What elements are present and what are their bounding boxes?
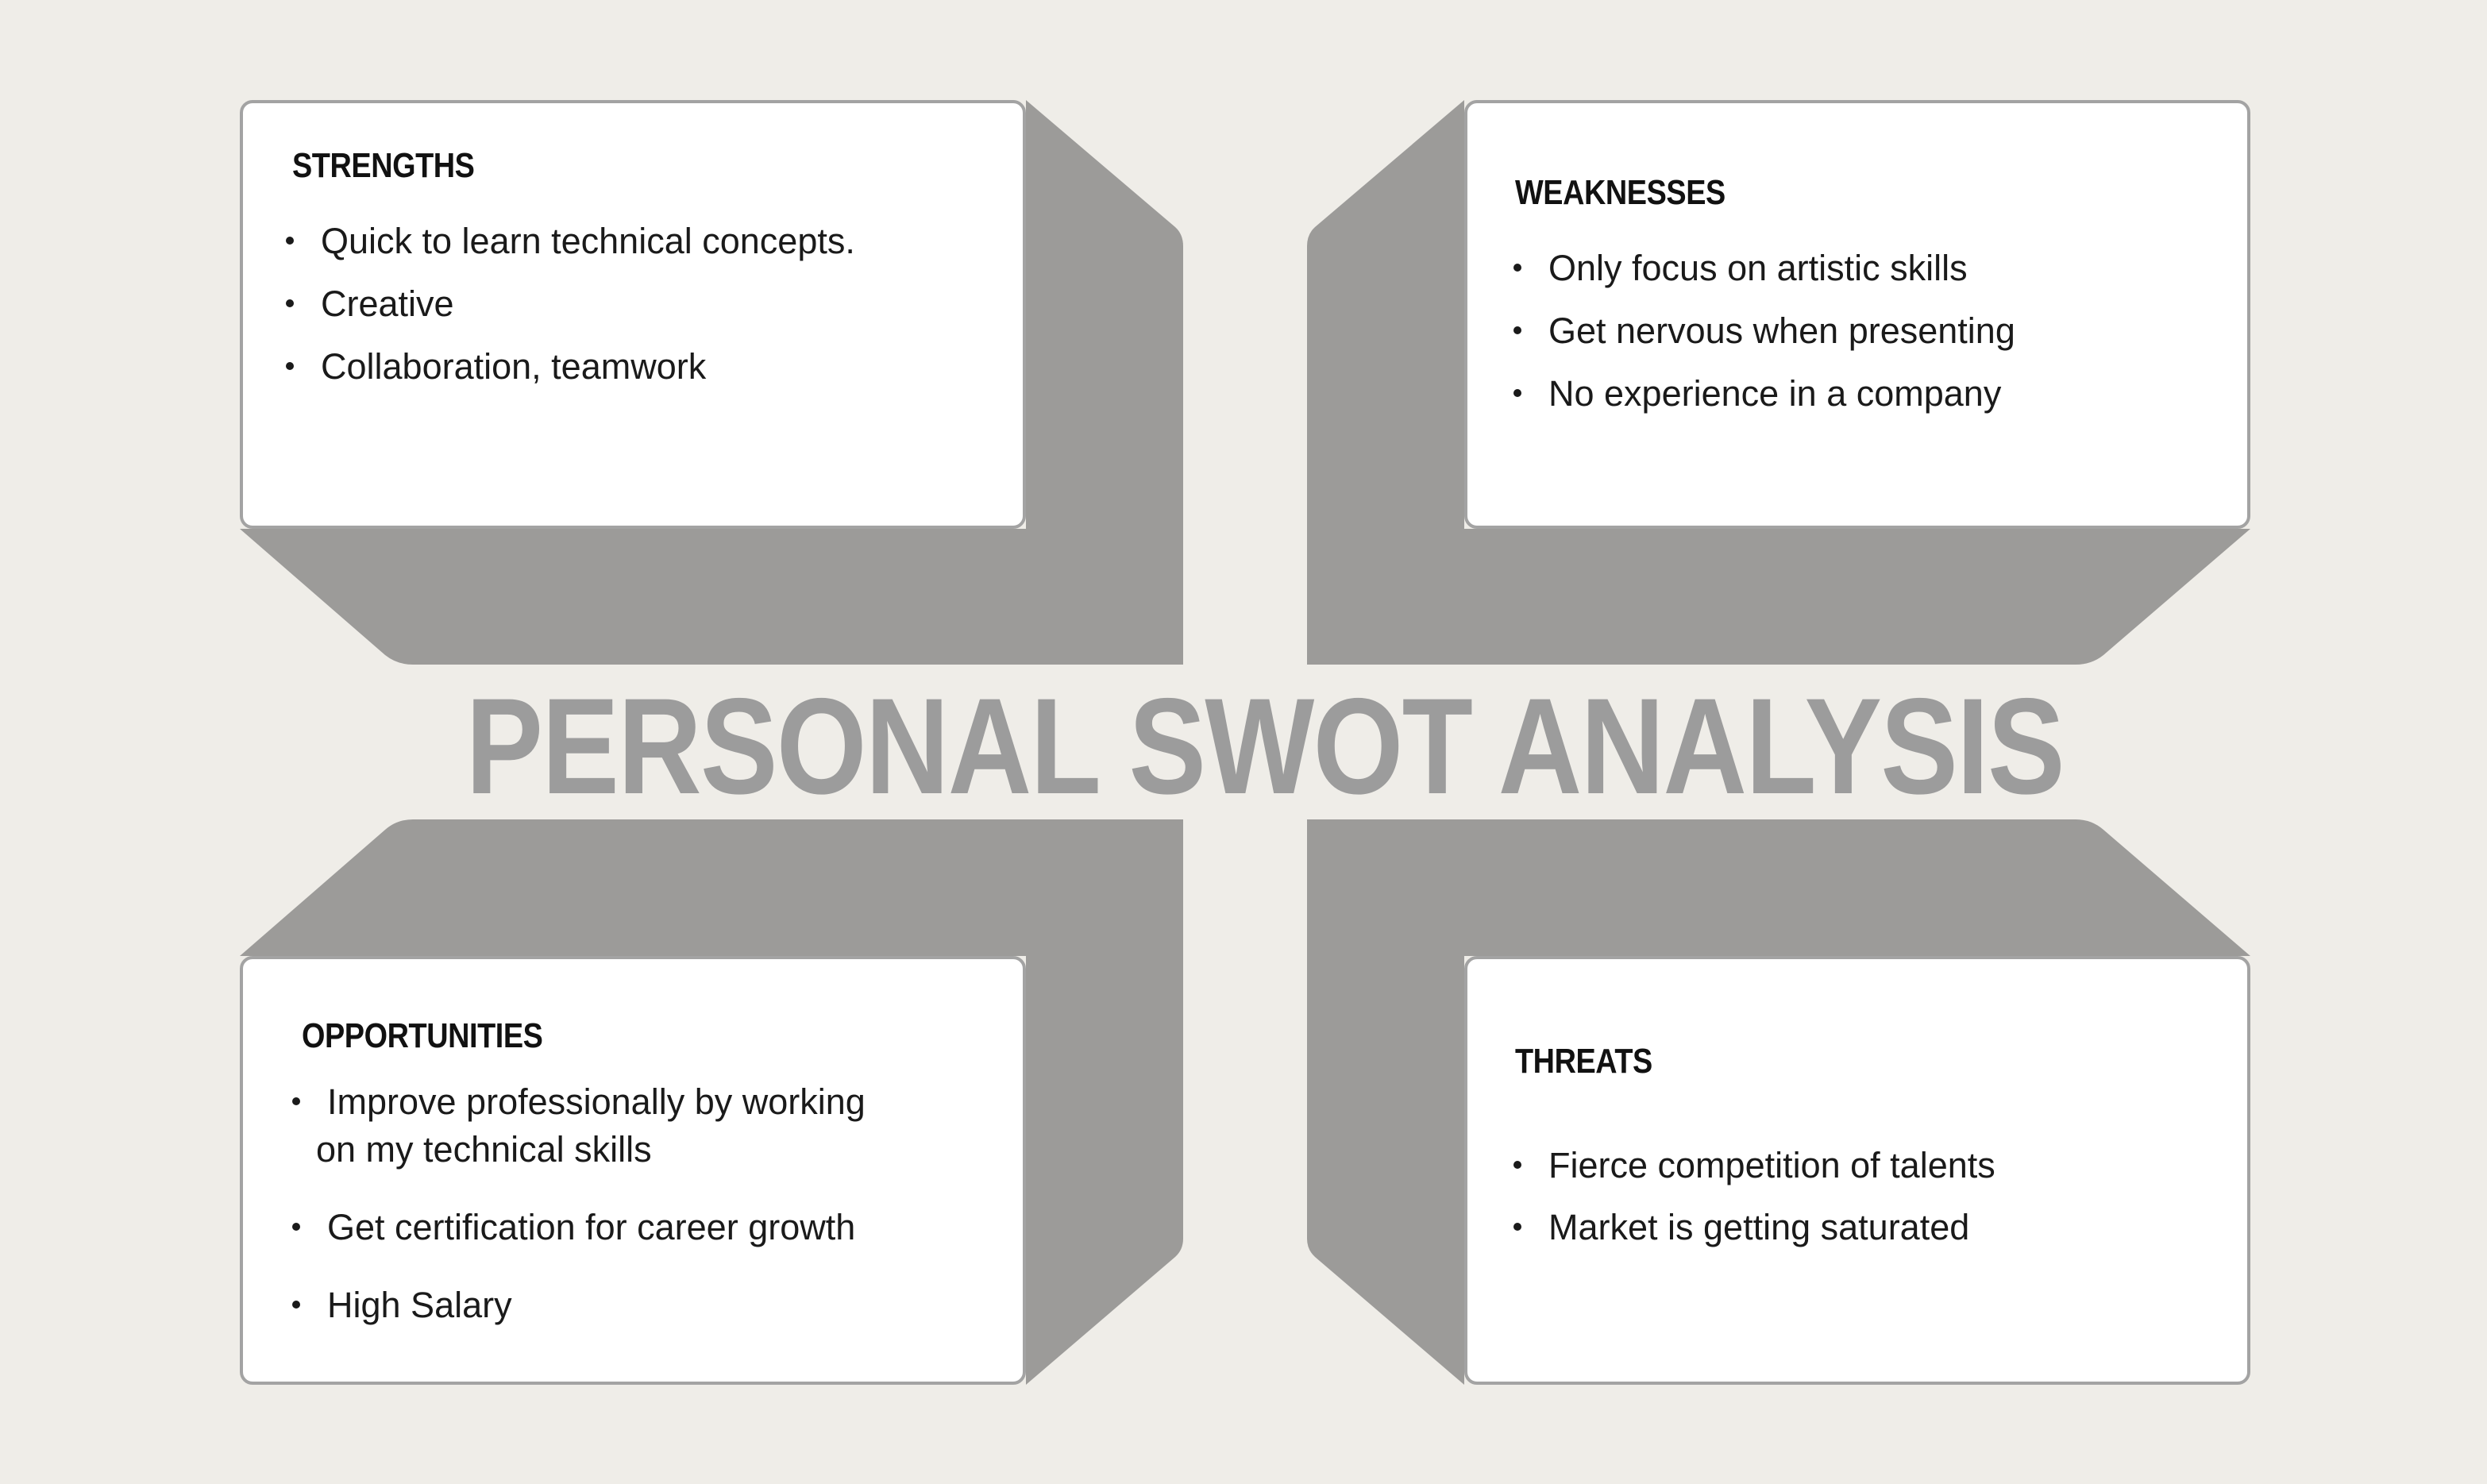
weaknesses-list: Only focus on artistic skills Get nervou… (1513, 245, 2015, 433)
bullet-icon (292, 1223, 300, 1231)
list-item: Market is getting saturated (1513, 1204, 1995, 1251)
list-item: Improve professionally by working on my t… (292, 1078, 866, 1174)
list-item-text: Get nervous when presenting (1548, 310, 2015, 351)
list-item: No experience in a company (1513, 370, 2015, 418)
bullet-icon (292, 1301, 300, 1309)
list-item: High Salary (292, 1282, 866, 1329)
weaknesses-card: WEAKNESSES Only focus on artistic skills… (1464, 100, 2250, 529)
list-item-text: Creative (321, 283, 454, 324)
bullet-icon (286, 237, 294, 245)
bullet-icon (286, 299, 294, 307)
bullet-icon (292, 1097, 300, 1105)
opportunities-heading: OPPORTUNITIES (302, 1016, 543, 1055)
list-item-text: Get certification for career growth (327, 1207, 856, 1247)
bullet-icon (1513, 1161, 1521, 1169)
bullet-icon (1513, 264, 1521, 272)
list-item: Get certification for career growth (292, 1204, 866, 1251)
list-item-text: Only focus on artistic skills (1548, 248, 1968, 288)
threats-list: Fierce competition of talents Market is … (1513, 1142, 1995, 1266)
list-item: Collaboration, teamwork (286, 343, 855, 391)
opportunities-card: OPPORTUNITIES Improve professionally by … (240, 956, 1026, 1385)
list-item-text: Improve professionally by working (327, 1081, 866, 1122)
list-item-text: High Salary (327, 1285, 512, 1325)
list-item: Creative (286, 280, 855, 328)
strengths-card: STRENGTHS Quick to learn technical conce… (240, 100, 1026, 529)
weaknesses-heading: WEAKNESSES (1515, 173, 1725, 212)
bullet-icon (1513, 1223, 1521, 1231)
weaknesses-shadow (1307, 100, 2250, 665)
opportunities-list: Improve professionally by working on my t… (292, 1078, 866, 1359)
bullet-icon (286, 362, 294, 370)
threats-card: THREATS Fierce competition of talents Ma… (1464, 956, 2250, 1385)
strengths-shadow (240, 100, 1183, 665)
bullet-icon (1513, 389, 1521, 397)
bullet-icon (1513, 326, 1521, 334)
page-title: PERSONAL SWOT ANALYSIS (465, 670, 2065, 823)
strengths-list: Quick to learn technical concepts. Creat… (286, 218, 855, 406)
list-item: Fierce competition of talents (1513, 1142, 1995, 1189)
list-item: Quick to learn technical concepts. (286, 218, 855, 265)
list-item: Get nervous when presenting (1513, 307, 2015, 355)
threats-shadow (1307, 819, 2250, 1385)
list-item-text: Fierce competition of talents (1548, 1145, 1995, 1185)
list-item-text: No experience in a company (1548, 373, 2002, 414)
list-item-text-continued: on my technical skills (316, 1129, 652, 1170)
threats-heading: THREATS (1515, 1042, 1652, 1081)
strengths-heading: STRENGTHS (292, 146, 475, 185)
list-item-text: Collaboration, teamwork (321, 346, 707, 387)
list-item: Only focus on artistic skills (1513, 245, 2015, 292)
opportunities-shadow (240, 819, 1183, 1385)
list-item-text: Market is getting saturated (1548, 1207, 1970, 1247)
list-item-text: Quick to learn technical concepts. (321, 221, 855, 261)
